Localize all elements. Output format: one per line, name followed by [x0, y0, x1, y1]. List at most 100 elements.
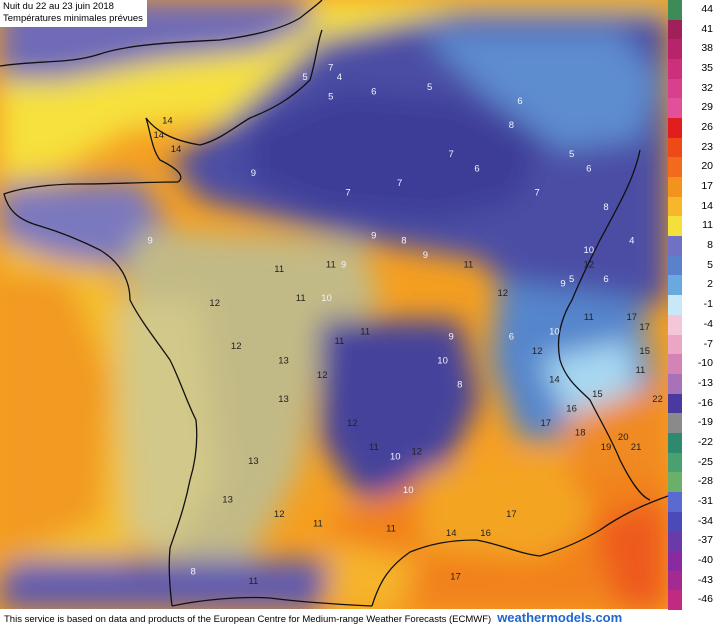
temperature-label: 16: [480, 528, 491, 539]
temperature-label: 17: [506, 509, 517, 520]
temperature-label: 6: [371, 87, 376, 98]
scale-step: 26: [668, 118, 715, 138]
scale-swatch: [668, 570, 682, 591]
scale-value: 35: [701, 62, 713, 75]
temperature-label: 17: [639, 322, 650, 333]
scale-swatch: [668, 491, 682, 512]
scale-step: 8: [668, 236, 715, 256]
temperature-label: 17: [627, 312, 638, 323]
temperature-label: 7: [345, 187, 350, 198]
temperature-label: 8: [457, 379, 462, 390]
scale-step: -16: [668, 393, 715, 414]
scale-value: 29: [701, 101, 713, 114]
temperature-label: 9: [449, 331, 454, 342]
scale-value: -10: [697, 357, 713, 370]
provence-orange: [420, 460, 600, 560]
scale-value: 20: [701, 160, 713, 173]
temperature-label: 11: [274, 264, 284, 275]
temperature-label: 14: [446, 528, 457, 539]
temperature-label: 5: [569, 274, 574, 285]
temperature-label: 4: [337, 72, 342, 83]
temperature-label: 5: [302, 72, 307, 83]
temperature-label: 10: [390, 451, 401, 462]
scale-step: 35: [668, 59, 715, 79]
temperature-label: 12: [498, 288, 509, 299]
uk-south-coast: [0, 0, 323, 67]
scale-swatch: [668, 59, 682, 79]
scale-value: 38: [701, 42, 713, 55]
temperature-label: 15: [592, 389, 603, 400]
scale-swatch: [668, 511, 682, 532]
cote-azur-hot: [560, 380, 668, 480]
temperature-label: 10: [437, 355, 448, 366]
temperature-field: [0, 0, 668, 610]
footer-text: This service is based on data and produc…: [4, 614, 492, 625]
scale-swatch: [668, 590, 682, 610]
temperature-label: 10: [549, 327, 560, 338]
temperature-label: 14: [154, 130, 165, 141]
temperature-label: 7: [535, 187, 540, 198]
temperature-label: 9: [423, 250, 428, 261]
temperature-label: 19: [601, 442, 612, 453]
scale-value: -22: [697, 435, 713, 448]
scale-swatch: [668, 78, 682, 99]
pyrenees-border: [171, 596, 373, 607]
temperature-label: 7: [397, 178, 402, 189]
scale-step: 23: [668, 137, 715, 158]
scale-step: -25: [668, 452, 715, 473]
scale-value: -4: [703, 317, 713, 330]
temperature-label: 11: [369, 442, 379, 453]
scale-step: 2: [668, 275, 715, 296]
temperature-label: 11: [296, 293, 306, 304]
temperature-label: 13: [278, 355, 289, 366]
scale-step: -34: [668, 511, 715, 532]
scale-value: -1: [703, 298, 713, 311]
temperature-label: 11: [635, 365, 645, 376]
temperature-label: 13: [222, 495, 233, 506]
scale-value: -46: [697, 593, 713, 606]
temperature-label: 6: [509, 331, 514, 342]
temperature-label: 10: [584, 245, 595, 256]
scale-swatch: [668, 354, 682, 374]
france-north-coast: [145, 29, 323, 146]
temperature-label: 15: [639, 346, 650, 357]
temperature-label: 12: [584, 259, 595, 270]
temperature-label: 12: [347, 418, 358, 429]
temperature-label: 12: [532, 346, 543, 357]
temperature-label: 8: [509, 120, 514, 131]
brand-link[interactable]: weathermodels.com: [497, 610, 623, 625]
temperature-label: 21: [631, 442, 642, 453]
temperature-label: 13: [248, 456, 259, 467]
scale-step: 41: [668, 19, 715, 40]
scale-value: 8: [707, 239, 713, 252]
scale-swatch: [668, 137, 682, 158]
scale-swatch: [668, 550, 682, 571]
scale-step: -46: [668, 590, 715, 610]
scale-swatch: [668, 275, 682, 296]
scale-swatch: [668, 393, 682, 414]
central-mild-2: [120, 300, 220, 560]
scale-value: -16: [697, 396, 713, 409]
atlantic-orange: [0, 270, 110, 560]
scale-step: 5: [668, 255, 715, 276]
scale-swatch: [668, 472, 682, 492]
temperature-label: 5: [427, 82, 432, 93]
brittany-cool: [0, 180, 170, 270]
temperature-label: 8: [191, 567, 196, 578]
temperature-label: 9: [560, 279, 565, 290]
scale-swatch: [668, 314, 682, 335]
scale-swatch: [668, 157, 682, 178]
scale-value: 14: [701, 199, 713, 212]
footer-attribution: This service is based on data and produc…: [0, 609, 668, 626]
scale-swatch: [668, 373, 682, 394]
scale-step: -31: [668, 491, 715, 512]
scale-swatch: [668, 177, 682, 197]
scale-value: 41: [701, 22, 713, 35]
scale-value: -25: [697, 455, 713, 468]
scale-swatch: [668, 39, 682, 60]
temperature-label: 14: [171, 144, 182, 155]
temperature-label: 4: [629, 235, 634, 246]
temperature-label: 5: [328, 91, 333, 102]
